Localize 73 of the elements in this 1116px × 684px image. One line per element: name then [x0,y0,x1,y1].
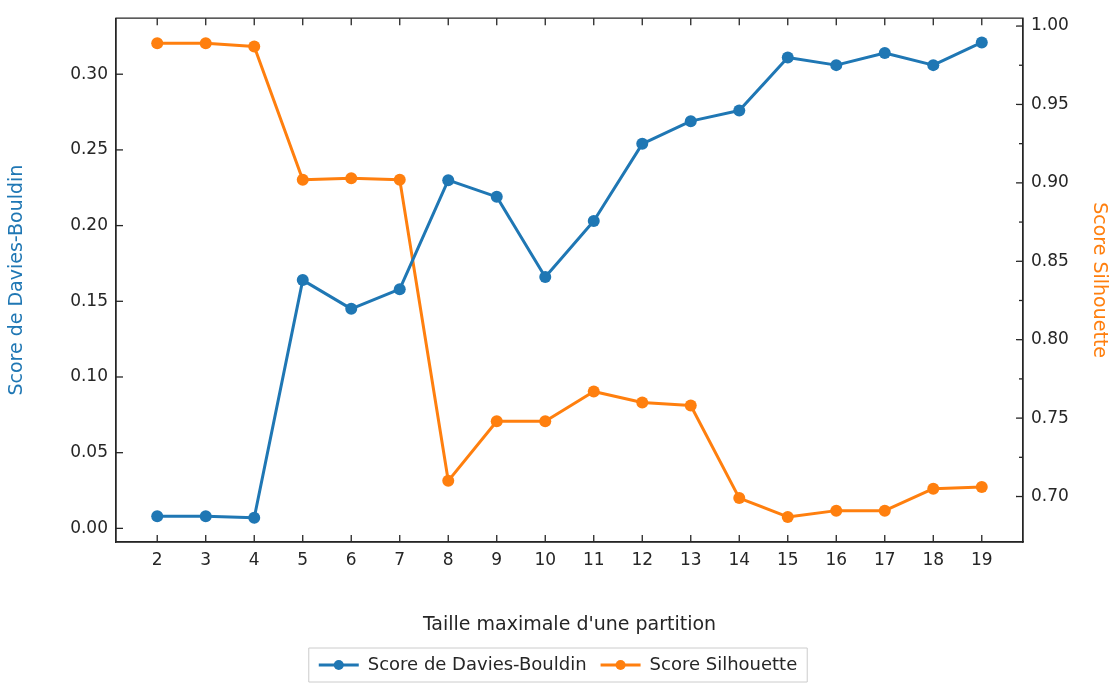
x-tick-label: 5 [297,548,309,569]
point [636,396,649,409]
x-tick-label: 15 [776,548,799,569]
point [636,137,649,150]
point [684,115,697,128]
point [248,511,261,524]
x-tick-label: 14 [728,548,751,569]
y-tick-label: 0.20 [70,214,108,235]
point [733,492,746,505]
y-tick-label: 0.30 [70,62,108,83]
x-tick-label: 8 [442,548,454,569]
y2-tick-label: 0.90 [1031,171,1069,192]
point [878,47,891,60]
point [199,510,212,523]
point [587,385,600,398]
x-tick-label: 6 [345,548,357,569]
x-axis-title: Taille maximale d'une partition [421,611,717,634]
point [539,271,552,284]
point [927,482,940,495]
x-tick-label: 18 [922,548,945,569]
point [393,283,406,296]
point [830,59,843,72]
point [490,415,503,428]
point [975,481,988,494]
point [539,415,552,428]
point [781,51,794,64]
point [733,104,746,117]
x-tick-label: 2 [151,548,163,569]
point [490,190,503,203]
point [248,40,261,53]
point [199,37,212,50]
y2-tick-label: 1.00 [1031,14,1069,35]
point [296,274,309,287]
point [345,172,358,185]
y-tick-label: 0.00 [70,516,108,537]
y-tick-label: 0.05 [70,441,108,462]
y2-axis-title: Score Silhouette [1089,202,1112,359]
x-tick-label: 19 [970,548,993,569]
y-tick-label: 0.10 [70,365,108,386]
point [393,173,406,186]
point [345,302,358,315]
point [781,510,794,523]
x-tick-label: 13 [679,548,702,569]
x-tick-label: 3 [200,548,212,569]
point [442,474,455,487]
y2-tick-label: 0.70 [1031,484,1069,505]
x-tick-label: 7 [394,548,406,569]
y2-tick-label: 0.75 [1031,406,1069,427]
point [442,174,455,187]
point [587,215,600,228]
y2-tick-label: 0.95 [1031,92,1069,113]
legend-label: Score Silhouette [649,652,798,674]
point [296,173,309,186]
y2-tick-label: 0.85 [1031,249,1069,270]
point [151,510,164,523]
x-tick-label: 12 [631,548,654,569]
y-tick-label: 0.25 [70,138,108,159]
x-tick-label: 17 [873,548,896,569]
point [151,37,164,50]
legend-label: Score de Davies-Bouldin [367,652,587,674]
point [975,36,988,49]
x-tick-label: 16 [825,548,848,569]
y2-tick-label: 0.80 [1031,328,1069,349]
point [878,504,891,517]
x-tick-label: 10 [534,548,557,569]
point [684,399,697,412]
y-tick-label: 0.15 [70,289,108,310]
point [830,504,843,517]
point [927,59,940,72]
y-axis-title: Score de Davies-Bouldin [4,164,27,396]
x-tick-label: 9 [491,548,503,569]
x-tick-label: 4 [248,548,260,569]
x-tick-label: 11 [582,548,605,569]
